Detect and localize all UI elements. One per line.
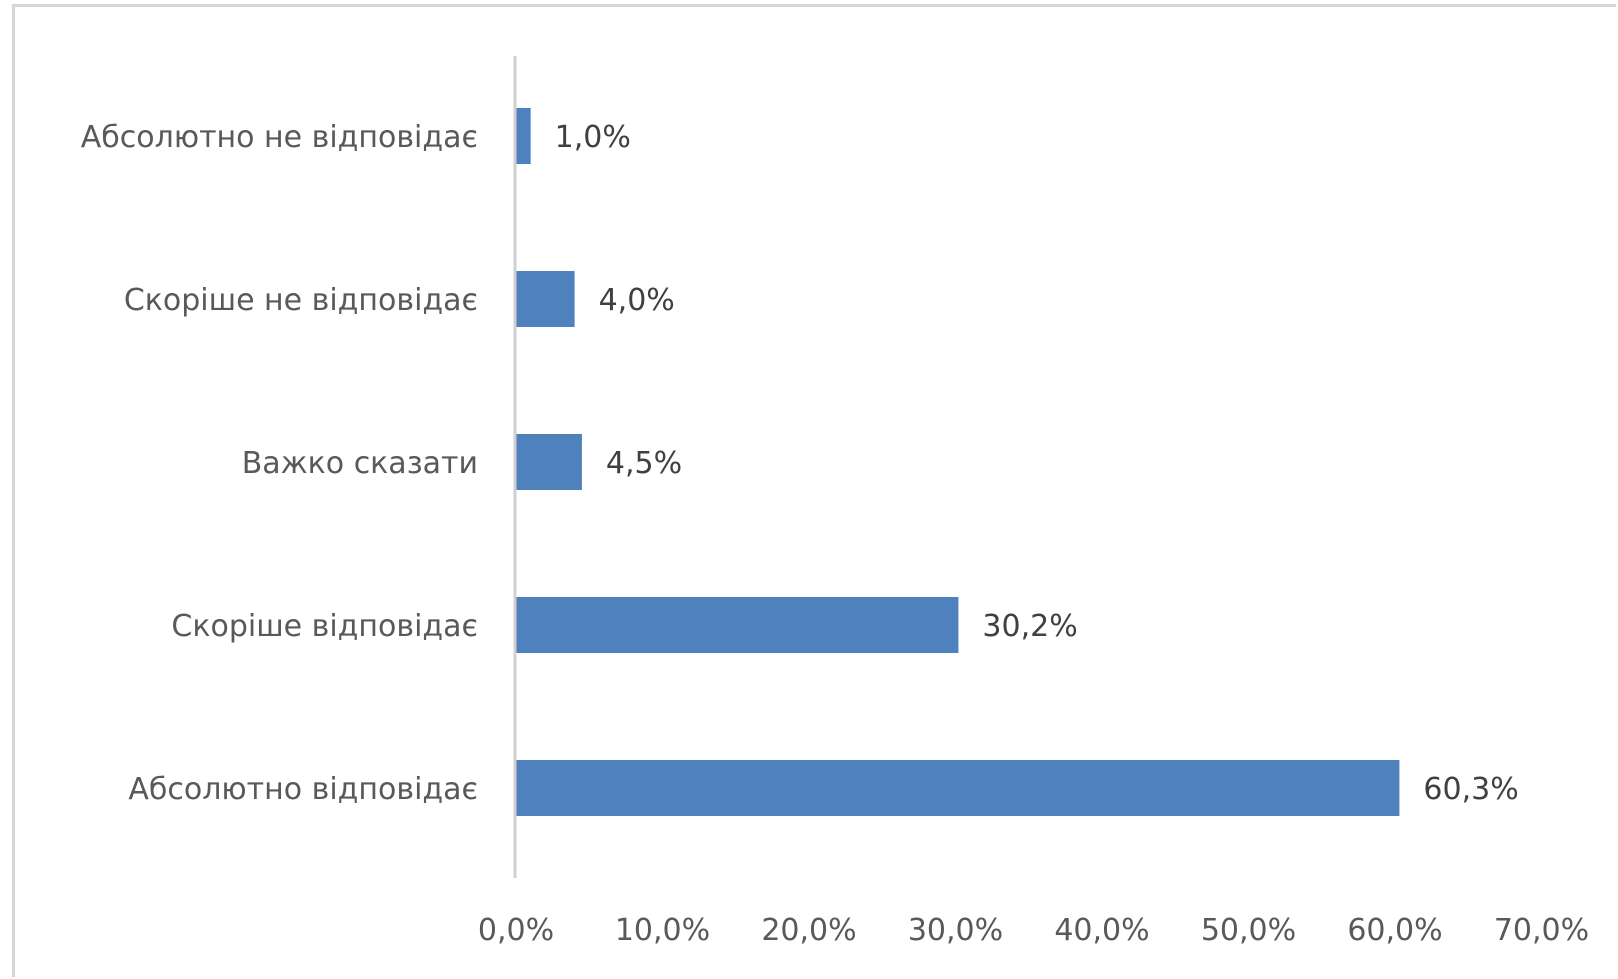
x-tick-label-5: 50,0% xyxy=(1201,913,1296,948)
bar-1 xyxy=(516,271,575,327)
x-tick-label-1: 10,0% xyxy=(615,913,710,948)
value-label-2: 4,5% xyxy=(606,446,682,481)
x-tick-label-6: 60,0% xyxy=(1347,913,1442,948)
x-tick-label-2: 20,0% xyxy=(761,913,856,948)
bar-2 xyxy=(516,434,582,490)
category-label-0: Абсолютно не відповідає xyxy=(81,120,478,155)
category-label-4: Абсолютно відповідає xyxy=(128,772,478,807)
value-label-3: 30,2% xyxy=(982,609,1077,644)
bar-0 xyxy=(516,108,531,164)
x-tick-label-3: 30,0% xyxy=(908,913,1003,948)
bar-3 xyxy=(516,597,959,653)
value-label-0: 1,0% xyxy=(555,120,631,155)
x-tick-label-0: 0,0% xyxy=(478,913,554,948)
value-label-1: 4,0% xyxy=(599,283,675,318)
x-tick-label-7: 70,0% xyxy=(1494,913,1589,948)
category-label-3: Скоріше відповідає xyxy=(171,609,478,644)
category-label-1: Скоріше не відповідає xyxy=(124,283,478,318)
x-tick-labels: 0,0% 10,0% 20,0% 30,0% 40,0% 50,0% 60,0% 70,0% xyxy=(478,913,1589,948)
bars-group xyxy=(516,108,1400,816)
value-labels: 1,0% 4,0% 4,5% 30,2% 60,3% xyxy=(555,120,1519,807)
category-label-2: Важко сказати xyxy=(242,446,478,481)
x-tick-label-4: 40,0% xyxy=(1054,913,1149,948)
value-label-4: 60,3% xyxy=(1423,772,1518,807)
bar-4 xyxy=(516,760,1400,816)
category-labels: Абсолютно не відповідає Скоріше не відпов… xyxy=(81,120,478,807)
